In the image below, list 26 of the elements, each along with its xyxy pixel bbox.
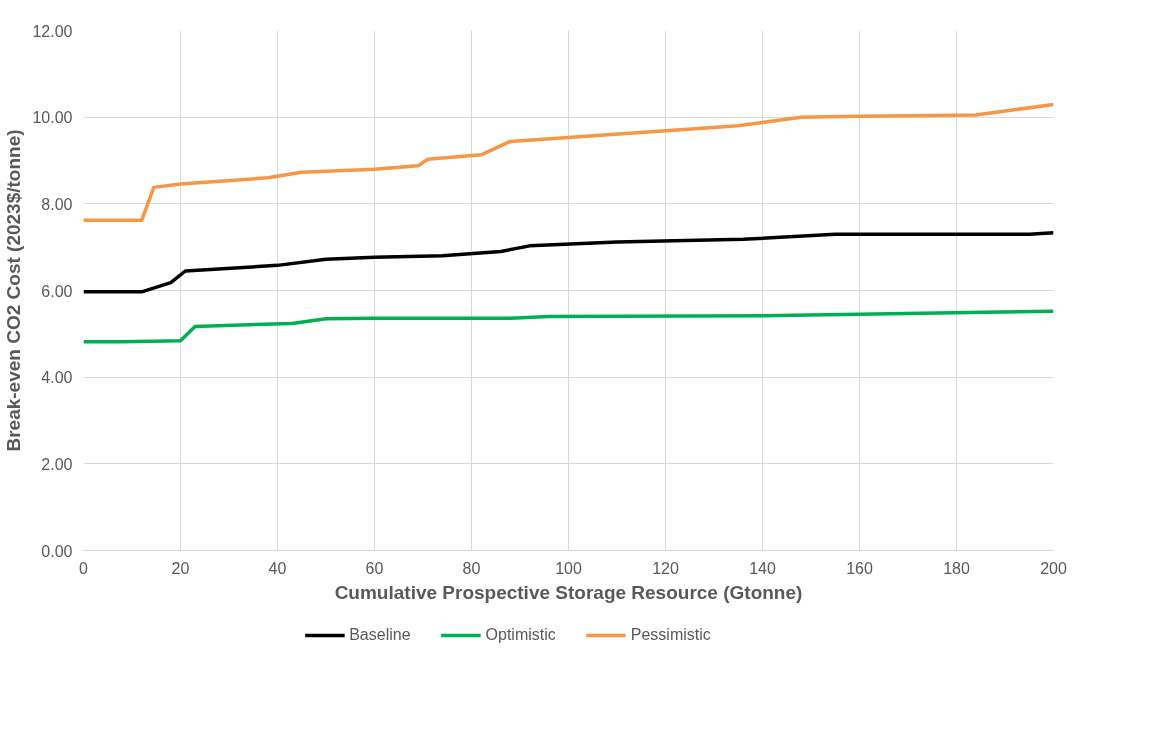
y-tick-label: 10.00 [32,109,73,127]
y-tick-label: 4.00 [41,369,73,387]
x-axis-title: Cumulative Prospective Storage Resource (Gtonne) [334,581,803,603]
y-tick-label: 12.00 [32,22,73,40]
legend-label: Pessimistic [630,626,711,644]
x-tick-label: 20 [171,559,190,577]
x-tick-label: 60 [365,559,384,577]
line-series [83,309,1054,344]
x-tick-label: 200 [1040,559,1067,577]
x-tick-label: 80 [462,559,481,577]
legend-label: Optimistic [485,626,556,644]
x-tick-label: 140 [749,559,776,577]
y-tick-label: 0.00 [41,542,73,560]
x-tick-label: 0 [79,559,89,577]
y-tick-label: 2.00 [41,455,73,473]
x-tick-label: 180 [943,559,970,577]
x-tick-label: 120 [652,559,679,577]
line-series [83,231,1054,294]
y-tick-label: 6.00 [41,282,73,300]
x-tick-label: 100 [555,559,582,577]
y-tick-label: 8.00 [41,195,73,213]
x-tick-label: 40 [268,559,287,577]
line-series [83,102,1054,223]
y-axis-title: Break-even CO2 Cost (2023$/tonne) [3,129,25,452]
legend-label: Baseline [349,626,411,644]
x-tick-label: 160 [846,559,873,577]
